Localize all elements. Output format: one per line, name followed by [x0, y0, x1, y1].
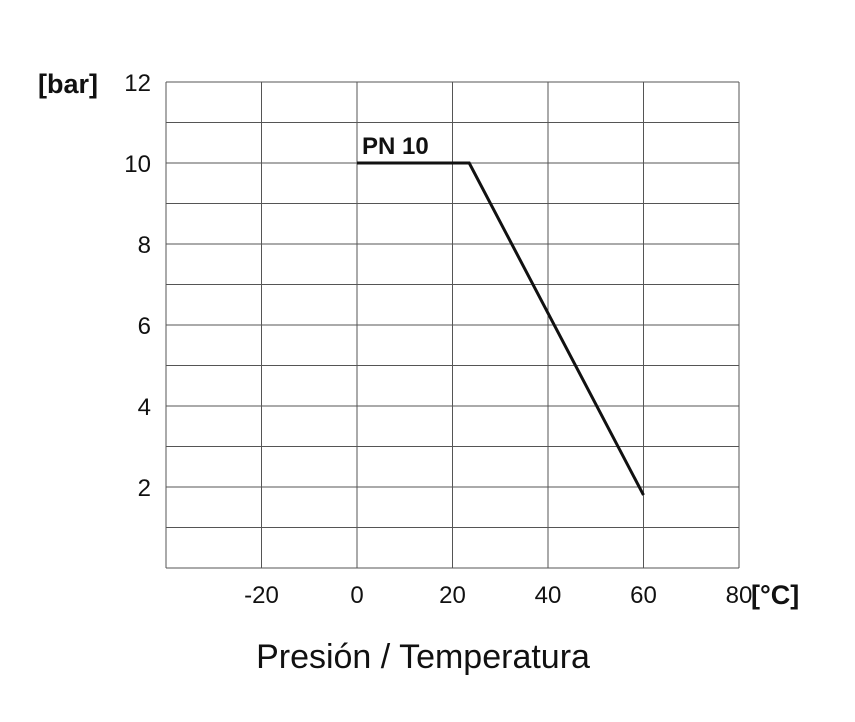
y-tick-label: 8 — [138, 232, 151, 259]
series-label: PN 10 — [362, 133, 429, 160]
tick-layer: 2 4 6 8 10 12 -20 0 20 40 60 80 — [124, 70, 752, 609]
x-tick-label: 20 — [439, 582, 466, 609]
x-tick-label: 40 — [535, 582, 562, 609]
grid-layer — [165, 81, 740, 569]
y-tick-label: 10 — [124, 151, 151, 178]
chart-svg: 2 4 6 8 10 12 -20 0 20 40 60 80 PN 10 [bar] [°C] — [38, 69, 799, 610]
x-tick-label: 80 — [726, 582, 753, 609]
x-tick-label: 60 — [630, 582, 657, 609]
y-tick-label: 4 — [138, 394, 151, 421]
y-tick-label: 12 — [124, 70, 151, 97]
x-axis-unit-label: [°C] — [751, 580, 799, 610]
x-tick-label: 0 — [350, 582, 363, 609]
y-axis-unit-label: [bar] — [38, 69, 98, 99]
series-layer: PN 10 — [357, 133, 645, 496]
y-tick-label: 2 — [138, 475, 151, 502]
series-line — [357, 161, 645, 496]
chart-caption: Presión / Temperatura — [256, 638, 590, 676]
x-tick-label: -20 — [244, 582, 279, 609]
y-tick-label: 6 — [138, 313, 151, 340]
